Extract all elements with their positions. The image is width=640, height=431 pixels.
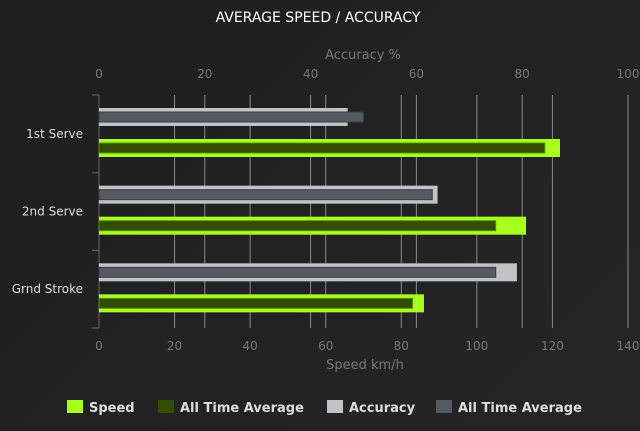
accuracy-axis-label: Accuracy % <box>325 48 401 63</box>
speed-axis-label: Speed km/h <box>326 358 404 373</box>
legend-label: Accuracy <box>349 401 416 416</box>
speed-tick-label: 20 <box>167 339 182 353</box>
accuracy-tick-label: 0 <box>95 67 103 81</box>
legend: Speed All Time Average Accuracy All Time Av… <box>67 400 582 416</box>
accuracy-tick-label: 80 <box>515 67 530 81</box>
speed-tick-label: 40 <box>243 339 258 353</box>
legend-label: All Time Average <box>458 401 582 416</box>
accuracy-average-bar <box>98 189 433 201</box>
chart-title: AVERAGE SPEED / ACCURACY <box>216 10 421 26</box>
accuracy-tick-label: 60 <box>409 67 424 81</box>
category-label: 1st Serve <box>26 127 83 141</box>
speed-average-bar <box>98 142 546 154</box>
accuracy-tick-label: 100 <box>617 67 640 81</box>
legend-swatch <box>158 400 174 413</box>
speed-tick-label: 80 <box>394 339 409 353</box>
legend-label: Speed <box>89 401 135 416</box>
legend-swatch <box>67 400 83 413</box>
legend-swatch <box>436 400 452 413</box>
accuracy-tick-label: 20 <box>197 67 212 81</box>
category-label: 2nd Serve <box>22 205 83 219</box>
speed-tick-label: 60 <box>318 339 333 353</box>
legend-swatch <box>327 400 343 413</box>
category-label: Grnd Stroke <box>12 282 83 296</box>
accuracy-average-bar <box>98 111 364 123</box>
speed-tick-label: 0 <box>95 339 103 353</box>
speed-tick-label: 100 <box>465 339 488 353</box>
speed-tick-label: 140 <box>617 339 640 353</box>
speed-tick-label: 120 <box>541 339 564 353</box>
speed-average-bar <box>98 220 497 232</box>
legend-label: All Time Average <box>180 401 304 416</box>
accuracy-tick-label: 40 <box>303 67 318 81</box>
accuracy-average-bar <box>98 266 497 278</box>
speed-average-bar <box>98 297 414 309</box>
